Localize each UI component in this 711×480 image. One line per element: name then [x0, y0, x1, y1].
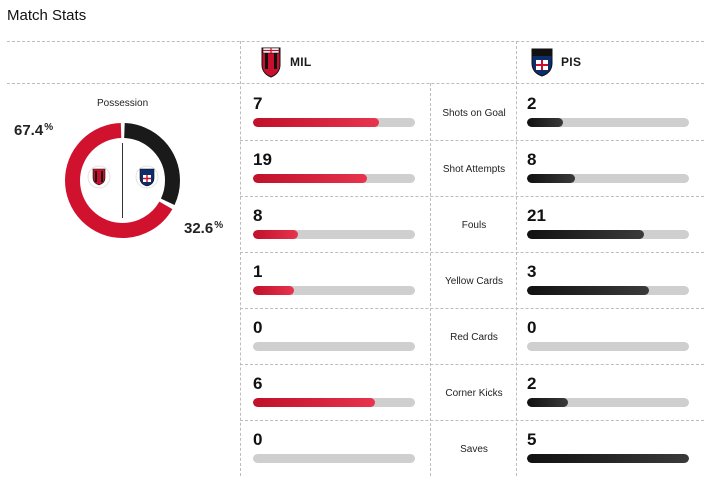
divider: [240, 420, 704, 421]
stat-value-away: 5: [527, 430, 537, 449]
stat-value-home: 19: [253, 150, 272, 169]
stat-bar-fill-away: [527, 118, 563, 127]
divider: [7, 83, 704, 84]
team-abbr-home: MIL: [290, 55, 312, 69]
stat-bar-home: [253, 286, 415, 295]
stat-bar-fill-home: [253, 118, 379, 127]
stat-value-away: 0: [527, 318, 537, 337]
stat-bar-home: [253, 230, 415, 239]
stat-value-home: 1: [253, 262, 263, 281]
stat-value-away: 8: [527, 150, 537, 169]
divider: [240, 252, 704, 253]
stat-value-home: 7: [253, 94, 263, 113]
stat-row: 6 Corner Kicks 2: [0, 368, 711, 424]
stat-bar-fill-home: [253, 398, 375, 407]
possession-donut: [65, 123, 180, 238]
stat-bar-fill-away: [527, 230, 645, 239]
stat-value-home: 0: [253, 318, 263, 337]
stat-bar-home: [253, 454, 415, 463]
stat-bar-fill-home: [253, 174, 367, 183]
page-title: Match Stats: [7, 7, 87, 24]
stat-value-home: 0: [253, 430, 263, 449]
stat-label: Saves: [460, 444, 488, 455]
stat-bar-away: [527, 398, 689, 407]
pisa-crest-icon: [531, 48, 553, 77]
divider: [516, 41, 517, 476]
pisa-crest-icon: [135, 165, 159, 189]
team-abbr-away: PIS: [561, 55, 582, 69]
stat-bar-away: [527, 230, 689, 239]
stat-value-home: 6: [253, 374, 263, 393]
team-header-away: PIS: [531, 46, 581, 78]
stat-value-away: 2: [527, 94, 537, 113]
stat-bar-fill-home: [253, 286, 294, 295]
possession-arc-away: [65, 123, 180, 238]
stat-bar-fill-away: [527, 286, 649, 295]
ac-milan-crest-icon: [261, 47, 281, 78]
stat-row: 0 Saves 5: [0, 424, 711, 480]
stat-bar-away: [527, 454, 689, 463]
divider: [240, 196, 704, 197]
stat-label: Yellow Cards: [445, 276, 503, 287]
stat-bar-fill-home: [253, 230, 298, 239]
stat-bar-home: [253, 118, 415, 127]
divider: [240, 41, 241, 476]
possession-label: Possession: [97, 98, 149, 109]
stat-bar-fill-away: [527, 174, 575, 183]
stat-bar-home: [253, 342, 415, 351]
stat-value-away: 3: [527, 262, 537, 281]
stat-row: 0 Red Cards 0: [0, 312, 711, 368]
stat-label: Shot Attempts: [442, 164, 506, 175]
stat-bar-fill-away: [527, 398, 568, 407]
stat-value-away: 21: [527, 206, 546, 225]
stat-bar-away: [527, 342, 689, 351]
stat-value-home: 8: [253, 206, 263, 225]
stat-label: Fouls: [461, 220, 487, 231]
divider: [240, 364, 704, 365]
stat-bar-away: [527, 174, 689, 183]
stat-label: Shots on Goal: [442, 108, 506, 119]
stat-bar-away: [527, 118, 689, 127]
stat-value-away: 2: [527, 374, 537, 393]
possession-arc-home: [65, 123, 180, 238]
stat-row: 19 Shot Attempts 8: [0, 144, 711, 200]
divider: [430, 83, 431, 476]
stat-label: Corner Kicks: [445, 388, 503, 399]
stat-bar-home: [253, 174, 415, 183]
divider: [240, 308, 704, 309]
divider: [240, 140, 704, 141]
stat-bar-away: [527, 286, 689, 295]
stat-label: Red Cards: [450, 332, 498, 343]
stat-row: 7 Shots on Goal 2: [0, 88, 711, 144]
divider: [7, 41, 704, 42]
possession-away-pct: 32.6%: [184, 220, 224, 237]
possession-home-pct: 67.4%: [14, 122, 54, 139]
ac-milan-crest-icon: [87, 165, 111, 189]
stat-bar-home: [253, 398, 415, 407]
stat-bar-fill-away: [527, 454, 689, 463]
stat-row: 8 Fouls 21: [0, 200, 711, 256]
stat-row: 1 Yellow Cards 3: [0, 256, 711, 312]
team-header-home: MIL: [260, 46, 312, 78]
